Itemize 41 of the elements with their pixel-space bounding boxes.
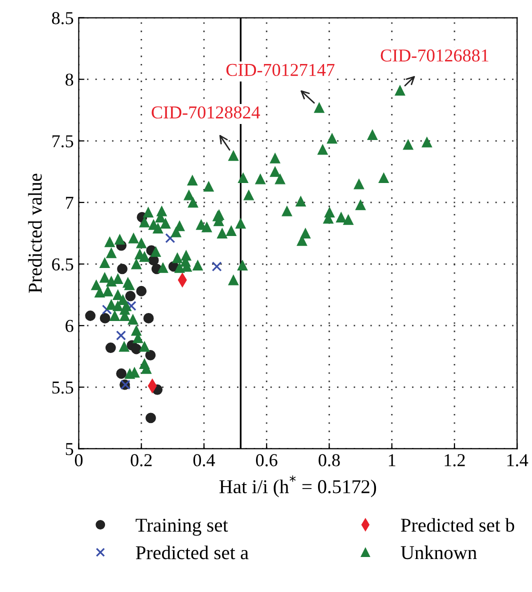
point — [100, 313, 110, 324]
y-tick-label: 8 — [66, 74, 74, 86]
point — [145, 350, 156, 360]
x-tick-label: 0.8 — [318, 454, 340, 466]
legend-label: Predicted set b — [400, 518, 514, 532]
point — [143, 313, 154, 324]
point — [116, 368, 127, 379]
annotation: CID-70126881 — [380, 49, 488, 62]
x-axis-title: Hat i/i (h$^{*}$ = 0.5172) — [219, 476, 376, 498]
y-tick-label: 7.5 — [52, 135, 74, 148]
x-tick-label: 1 — [388, 454, 396, 466]
x-tick-label: 0.2 — [130, 454, 152, 466]
point — [165, 233, 176, 244]
y-tick-label: 6 — [66, 320, 74, 332]
legend-label: Predicted set a — [136, 546, 248, 560]
y-tick-label: 5.5 — [52, 382, 74, 394]
x-tick-label: 0 — [74, 454, 83, 466]
y-tick-label: 8.5 — [52, 12, 74, 24]
point — [212, 261, 222, 272]
point — [125, 290, 136, 302]
x-tick-label: 1.4 — [507, 454, 528, 466]
legend-label: Training set — [136, 518, 228, 536]
point — [85, 310, 96, 321]
y-axis-title: Predicted value — [28, 174, 42, 293]
point — [131, 344, 142, 354]
legend-label: Unknown — [400, 546, 477, 560]
x-tick-label: 0.4 — [193, 454, 215, 466]
y-tick-label: 5 — [66, 443, 74, 456]
point — [117, 264, 128, 274]
point — [102, 304, 112, 315]
x-tick-label: 0.6 — [256, 454, 278, 466]
point — [136, 286, 147, 296]
point — [105, 342, 116, 353]
annotation: CID-70128824 — [152, 106, 260, 119]
annotation: CID-70127147 — [226, 64, 334, 76]
point — [126, 300, 136, 311]
point — [116, 330, 126, 340]
point — [146, 412, 156, 424]
y-tick-label: 7 — [66, 196, 74, 209]
y-tick-label: 6.5 — [52, 258, 74, 271]
x-tick-label: 1.2 — [444, 454, 465, 466]
